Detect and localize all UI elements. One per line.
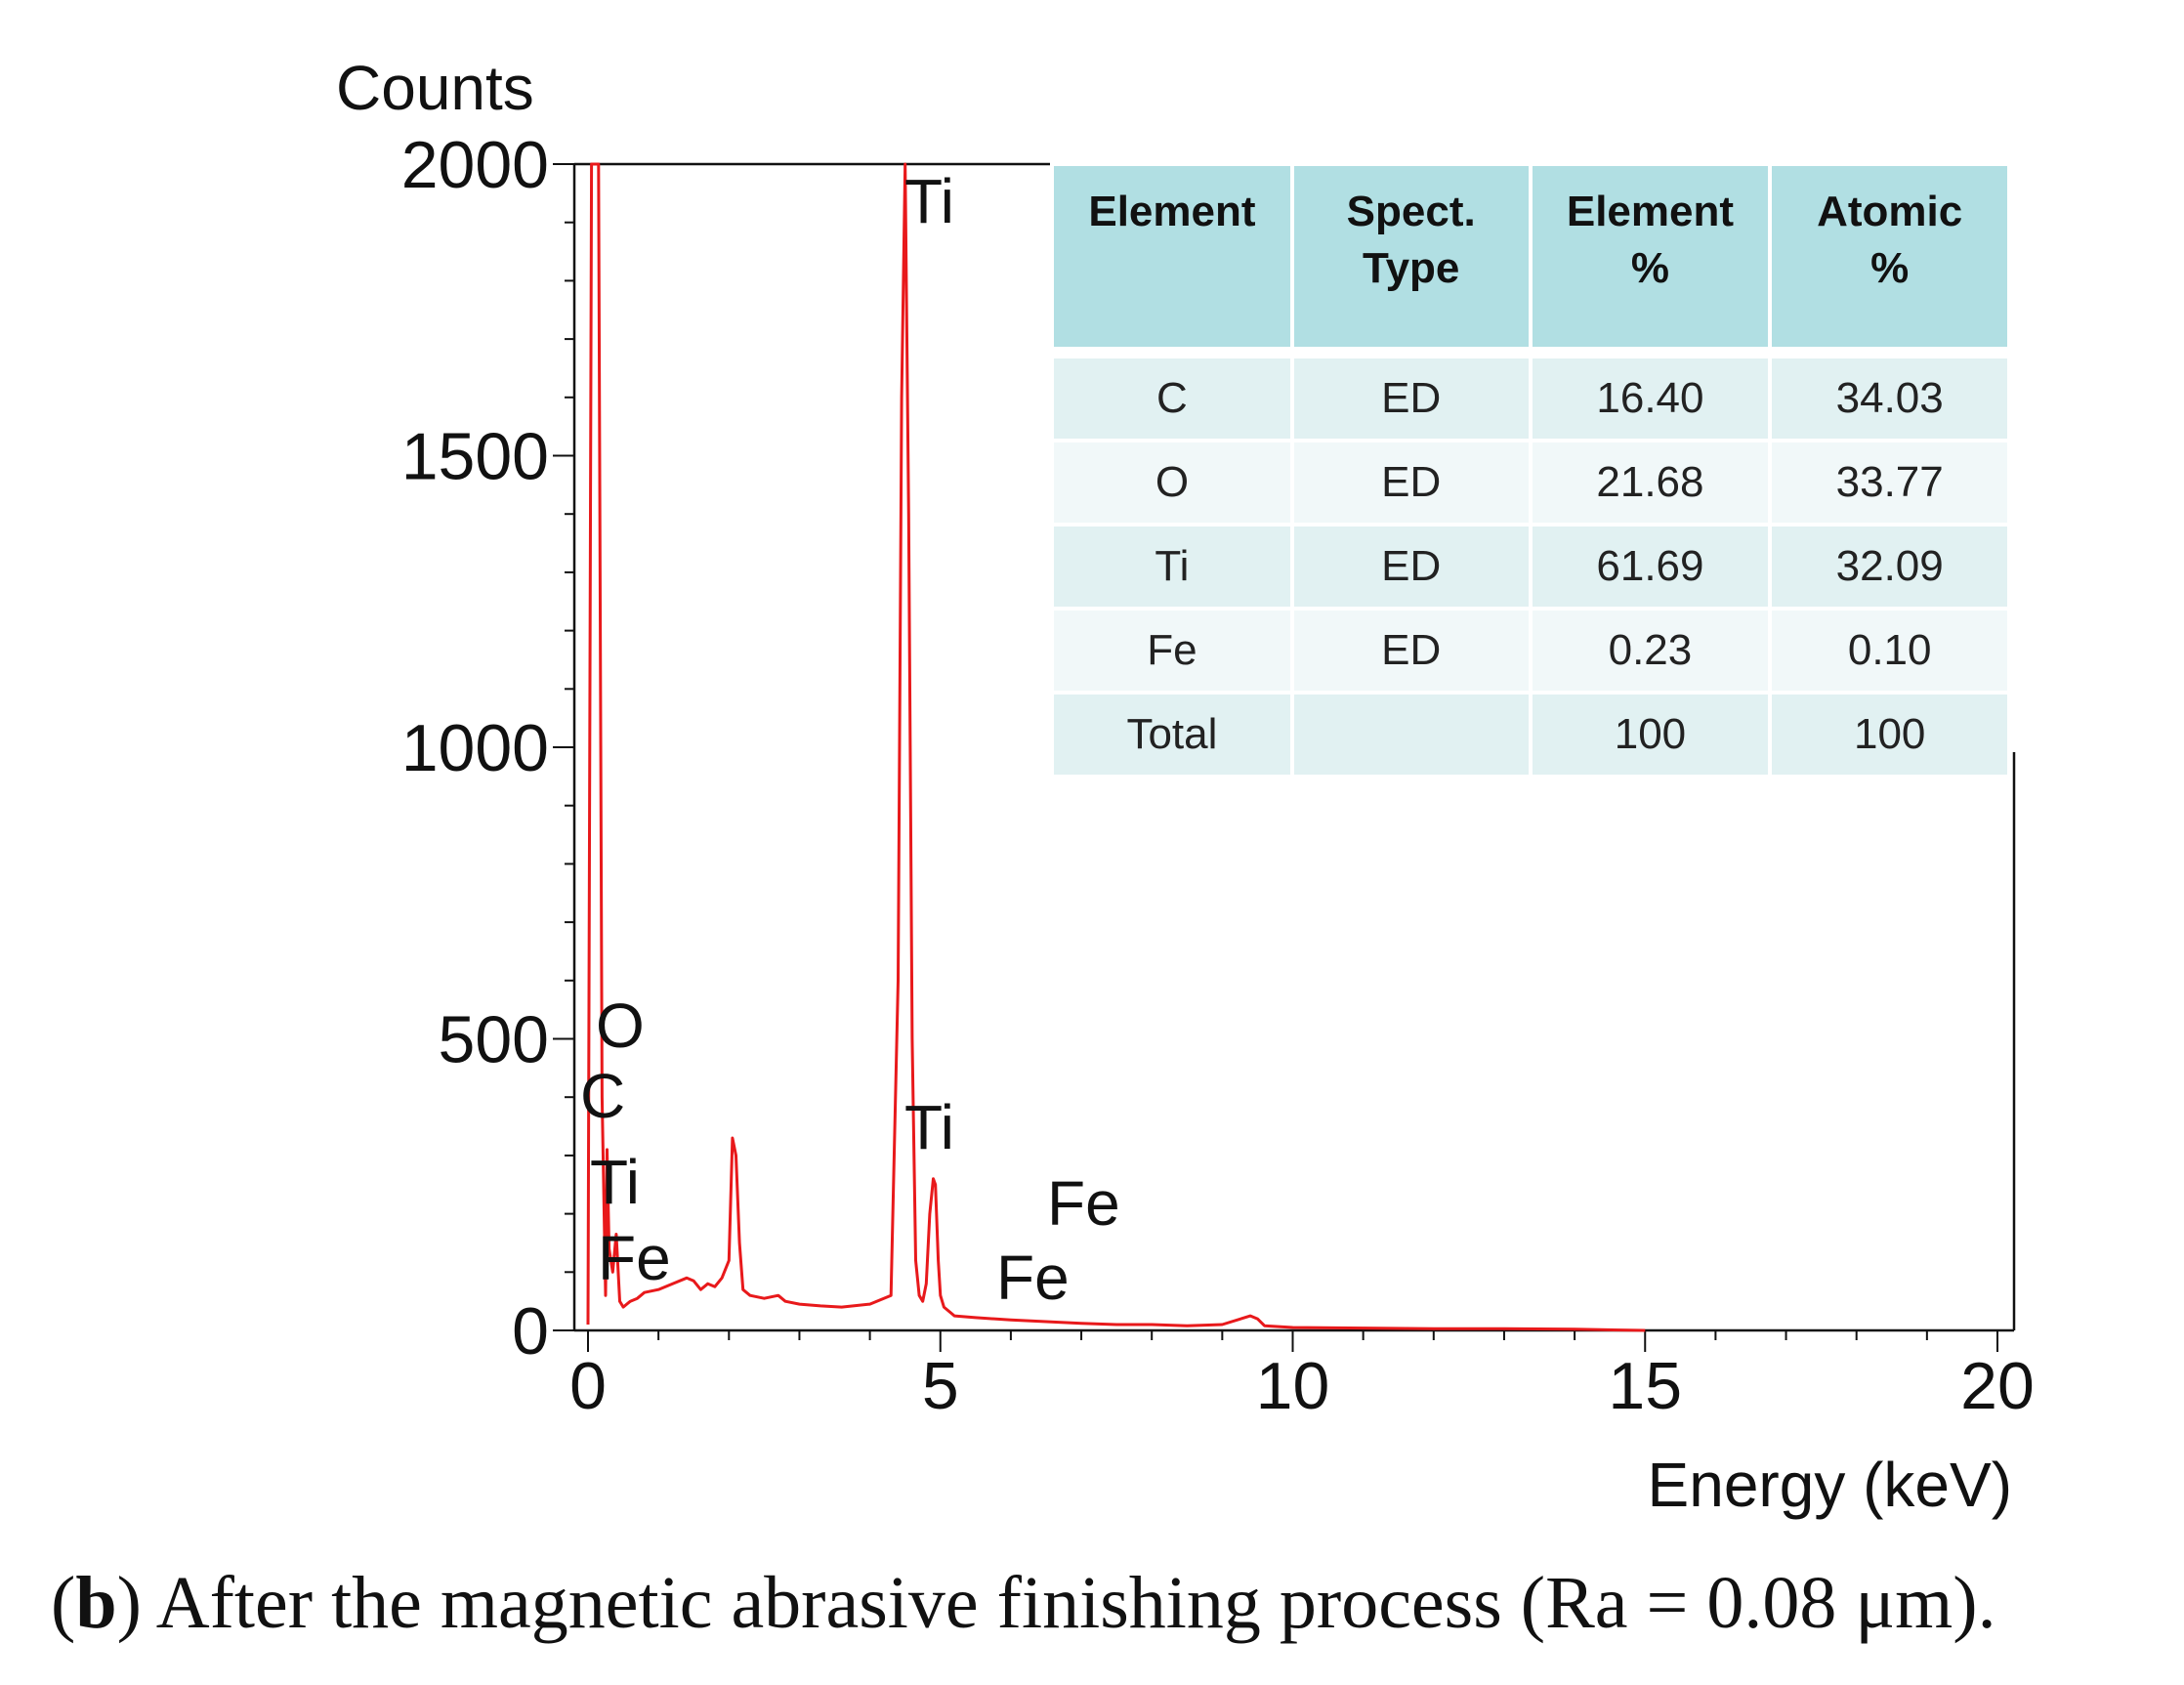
cell-atomic-percent: 33.77 <box>1772 442 2007 523</box>
y-axis-title: Counts <box>336 53 534 123</box>
spectrum-series-line <box>586 162 1646 1332</box>
table-row: Fe ED 0.23 0.10 <box>1054 611 2007 691</box>
cell-spect-type <box>1293 695 1529 775</box>
peak-label-fe: Fe <box>996 1243 1070 1313</box>
cell-element-percent: 0.23 <box>1532 611 1769 691</box>
table-row: C ED 16.40 34.03 <box>1054 351 2007 439</box>
table-row-total: Total 100 100 <box>1054 695 2007 775</box>
element-composition-table: Element Spect. Type Element% Atomic% C ED… <box>1050 162 2011 779</box>
x-tick-label: 0 <box>569 1349 607 1423</box>
cell-element-percent: 16.40 <box>1532 351 1769 439</box>
x-tick-label: 10 <box>1256 1349 1330 1423</box>
header-atomic-percent: Atomic% <box>1772 166 2007 347</box>
peak-label-ti: Ti <box>904 1092 954 1162</box>
peak-label-ti: Ti <box>904 166 954 236</box>
y-axis-ticks: 0 500 1000 1500 2000 <box>401 128 574 1369</box>
cell-spect-type: ED <box>1293 611 1529 691</box>
y-tick-label: 2000 <box>401 128 549 202</box>
peak-label-o: O <box>596 990 645 1061</box>
cell-element: Fe <box>1054 611 1290 691</box>
cell-atomic-percent: 100 <box>1772 695 2007 775</box>
cell-element: O <box>1054 442 1290 523</box>
caption-label: b <box>75 1562 117 1644</box>
figure-caption: (b) After the magnetic abrasive finishin… <box>51 1562 1996 1644</box>
peak-label-fe: Fe <box>1047 1168 1120 1239</box>
cell-element-percent: 61.69 <box>1532 527 1769 607</box>
cell-spect-type: ED <box>1293 442 1529 523</box>
table-row: O ED 21.68 33.77 <box>1054 442 2007 523</box>
x-tick-label: 15 <box>1608 1349 1682 1423</box>
eds-spectrum-chart: 0 500 1000 1500 2000 0 5 10 15 20 Counts Energy … <box>336 53 2035 1520</box>
peak-label-fe: Fe <box>598 1223 671 1293</box>
cell-element: Total <box>1054 695 1290 775</box>
header-spect-type: Spect. Type <box>1293 166 1529 347</box>
y-tick-label: 0 <box>512 1294 549 1369</box>
cell-atomic-percent: 0.10 <box>1772 611 2007 691</box>
cell-atomic-percent: 32.09 <box>1772 527 2007 607</box>
cell-element: C <box>1054 351 1290 439</box>
header-element-percent: Element% <box>1532 166 1769 347</box>
y-tick-label: 1000 <box>401 711 549 785</box>
table-row: Ti ED 61.69 32.09 <box>1054 527 2007 607</box>
y-tick-label: 1500 <box>401 420 549 494</box>
peak-label-ti: Ti <box>590 1147 640 1217</box>
x-tick-label: 20 <box>1960 1349 2035 1423</box>
caption-text: After the magnetic abrasive finishing pr… <box>141 1562 1996 1644</box>
x-axis-title: Energy (keV) <box>1648 1450 2012 1520</box>
cell-atomic-percent: 34.03 <box>1772 351 2007 439</box>
y-tick-label: 500 <box>439 1003 549 1077</box>
x-tick-label: 5 <box>922 1349 959 1423</box>
cell-element-percent: 21.68 <box>1532 442 1769 523</box>
cell-element: Ti <box>1054 527 1290 607</box>
header-element: Element <box>1054 166 1290 347</box>
cell-element-percent: 100 <box>1532 695 1769 775</box>
peak-label-c: C <box>580 1061 625 1131</box>
cell-spect-type: ED <box>1293 527 1529 607</box>
x-axis-ticks: 0 5 10 15 20 <box>569 1330 2035 1423</box>
table-header-row: Element Spect. Type Element% Atomic% <box>1054 166 2007 347</box>
cell-spect-type: ED <box>1293 351 1529 439</box>
